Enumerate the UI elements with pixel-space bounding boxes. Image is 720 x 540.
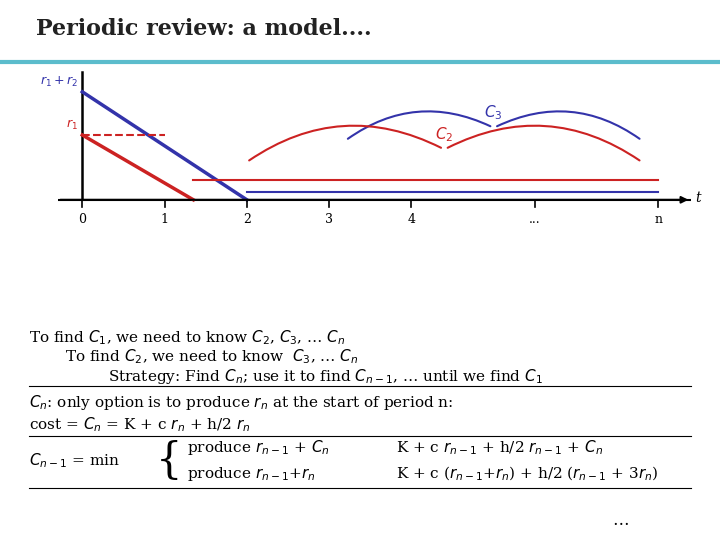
Text: produce $r_{n-1}$ + $C_n$: produce $r_{n-1}$ + $C_n$ [187,438,330,457]
Text: 1: 1 [161,213,168,226]
Text: To find $C_2$, we need to know  $C_3$, … $C_n$: To find $C_2$, we need to know $C_3$, … … [65,348,359,366]
Text: 3: 3 [325,213,333,226]
Text: $C_n$: only option is to produce $r_n$ at the start of period n:: $C_n$: only option is to produce $r_n$ a… [29,393,453,412]
Text: cost = $C_n$ = K + c $r_n$ + h/2 $r_n$: cost = $C_n$ = K + c $r_n$ + h/2 $r_n$ [29,416,251,434]
Text: 2: 2 [243,213,251,226]
Text: 0: 0 [78,213,86,226]
Text: Periodic review: a model....: Periodic review: a model.... [36,18,372,40]
Text: K + c $r_{n-1}$ + h/2 $r_{n-1}$ + $C_n$: K + c $r_{n-1}$ + h/2 $r_{n-1}$ + $C_n$ [396,438,603,457]
Text: K + c ($r_{n-1}$+$r_n$) + h/2 ($r_{n-1}$ + 3$r_n$): K + c ($r_{n-1}$+$r_n$) + h/2 ($r_{n-1}$… [396,464,659,483]
Text: ...: ... [529,213,541,226]
Text: produce $r_{n-1}$+$r_n$: produce $r_{n-1}$+$r_n$ [187,464,316,483]
Text: $r_1$: $r_1$ [66,118,78,132]
Text: …: … [612,512,629,529]
Text: {: { [156,440,182,482]
Text: To find $C_1$, we need to know $C_2$, $C_3$, … $C_n$: To find $C_1$, we need to know $C_2$, $C… [29,328,345,347]
Text: $r_1+r_2$: $r_1+r_2$ [40,75,78,89]
Text: n: n [654,213,662,226]
Text: Strategy: Find $C_n$; use it to find $C_{n-1}$, … until we find $C_1$: Strategy: Find $C_n$; use it to find $C_… [108,367,543,386]
Text: $C_3$: $C_3$ [485,103,503,122]
Text: t: t [696,191,701,205]
Text: $C_{n-1}$ = min: $C_{n-1}$ = min [29,451,120,470]
Text: 4: 4 [408,213,415,226]
Text: $C_2$: $C_2$ [435,125,454,144]
